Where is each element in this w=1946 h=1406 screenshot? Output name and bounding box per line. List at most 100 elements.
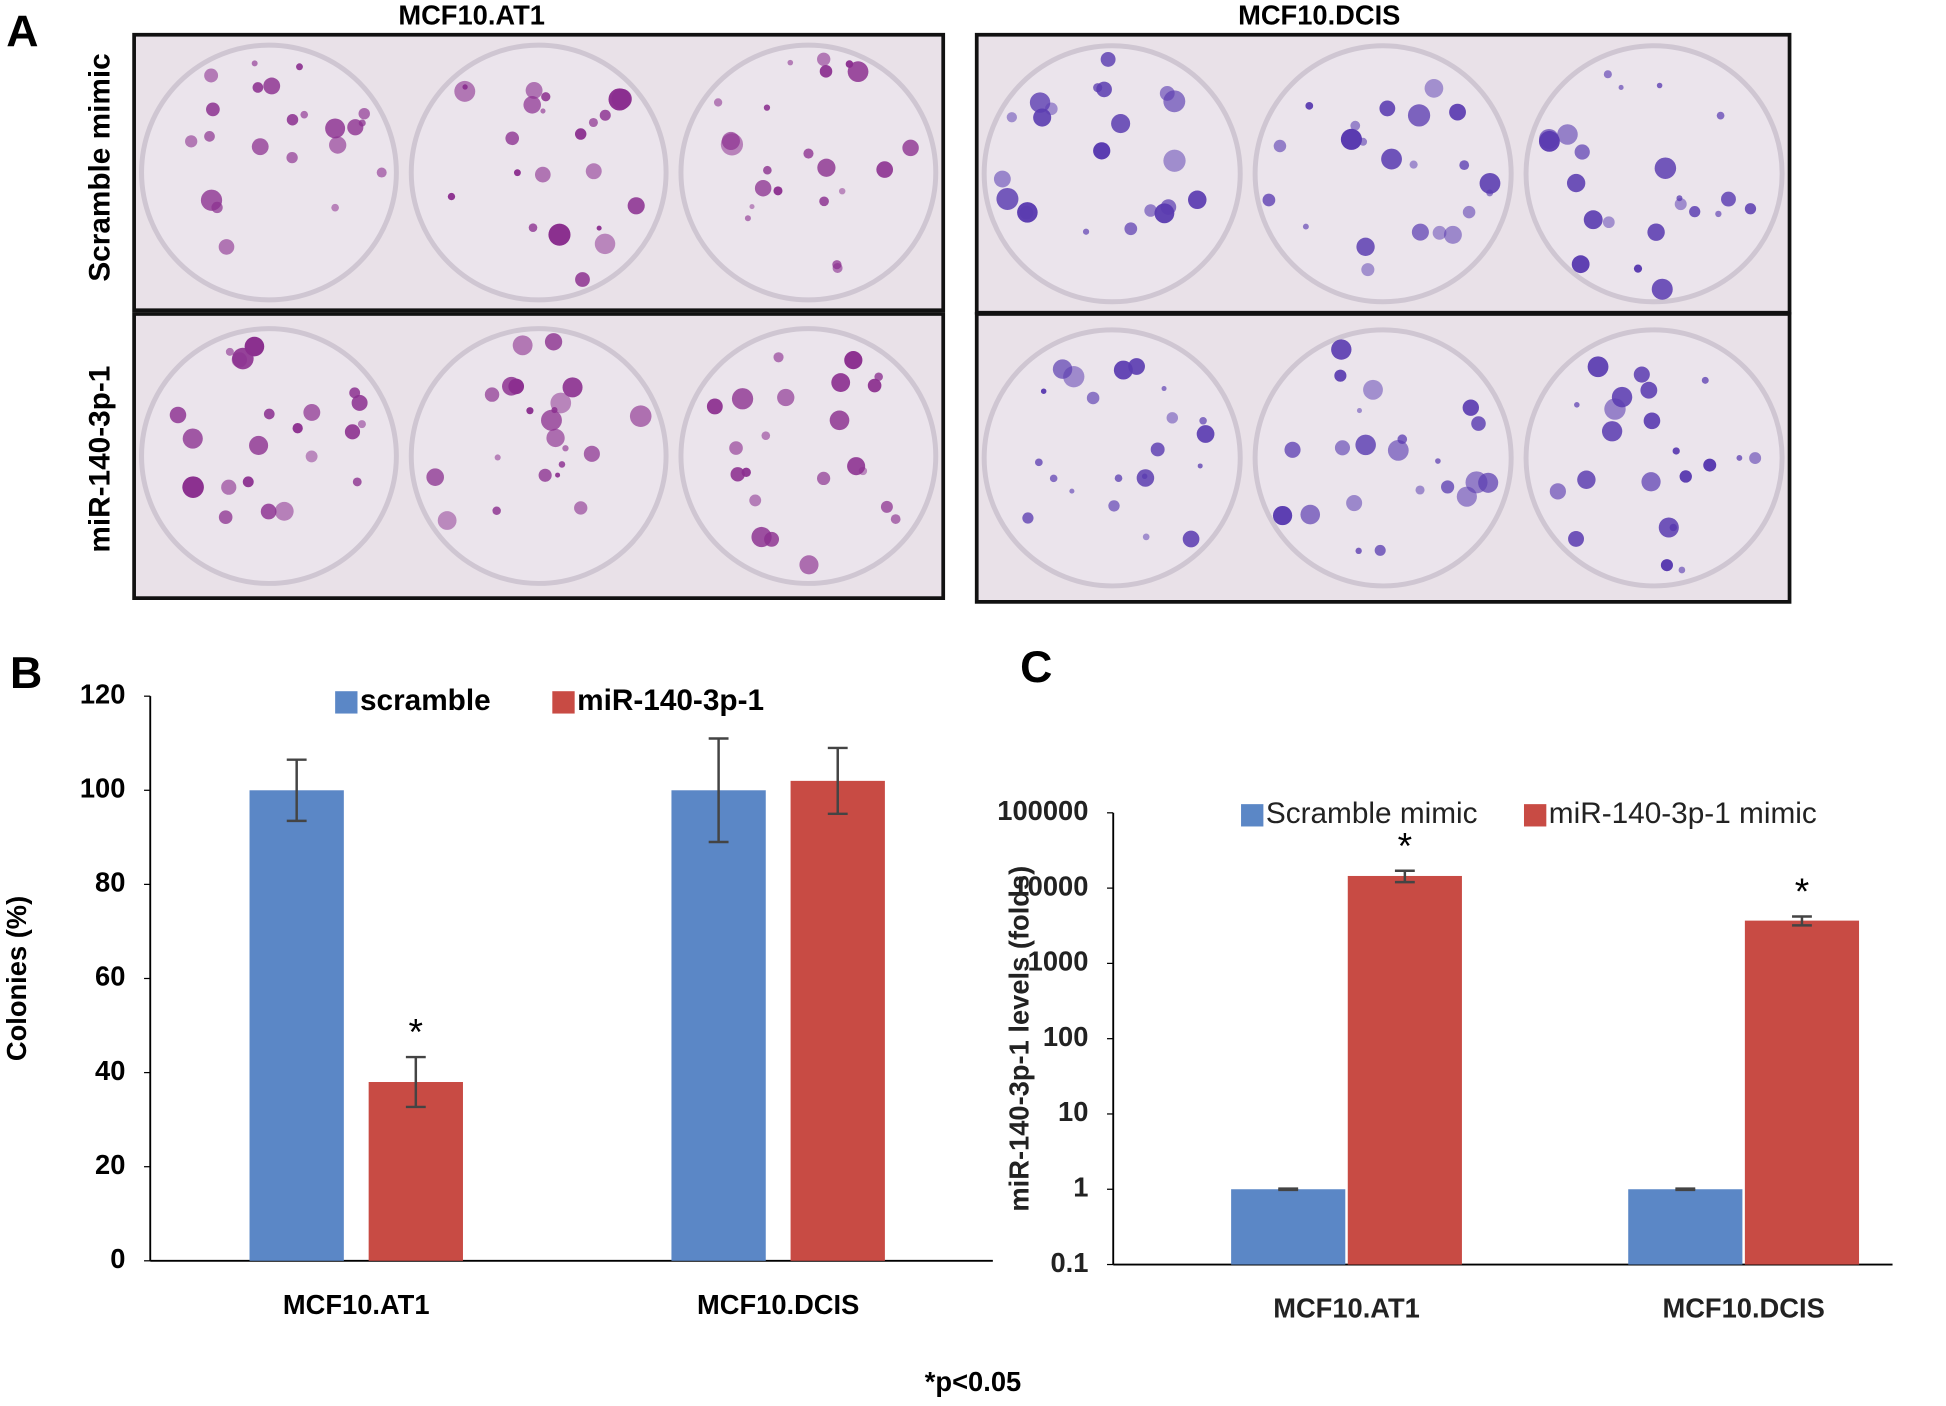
error-bar (1394, 869, 1415, 884)
colony (1409, 160, 1418, 169)
row-label: Scramble mimic (84, 53, 117, 281)
colony (720, 133, 744, 156)
y-tick-label: 1000 (1028, 946, 1089, 977)
colony (1679, 470, 1692, 483)
colony (845, 60, 854, 68)
colony (773, 186, 783, 196)
colony (513, 169, 521, 177)
colony (540, 409, 562, 431)
colony (1262, 193, 1276, 207)
colony (876, 161, 894, 178)
colony (508, 378, 525, 395)
well (1523, 327, 1785, 589)
colony (902, 139, 919, 157)
colony (1397, 434, 1408, 445)
colony (492, 506, 501, 515)
colony (1618, 84, 1624, 90)
colony (1658, 517, 1679, 538)
colony (629, 405, 652, 427)
colony (1462, 205, 1476, 219)
colony (426, 468, 444, 486)
colony (1577, 470, 1596, 489)
colony (867, 378, 882, 393)
colony (575, 272, 590, 287)
colony (1113, 360, 1133, 380)
colony (730, 467, 745, 482)
colony (303, 404, 321, 421)
colony (1633, 366, 1650, 383)
colony (1441, 480, 1455, 494)
colony (799, 555, 819, 575)
y-tick-label: 1 (1073, 1171, 1088, 1202)
colony (1647, 223, 1665, 241)
colony (816, 471, 831, 486)
colony (263, 77, 281, 95)
colony (1022, 512, 1034, 524)
colony (562, 377, 583, 398)
colony (1611, 386, 1633, 408)
colony (847, 61, 869, 83)
colony (1716, 111, 1725, 120)
colony (1182, 530, 1200, 548)
colony (1387, 439, 1409, 461)
colony (1462, 399, 1479, 416)
colony (1415, 485, 1425, 495)
colony (608, 88, 631, 111)
colony (352, 477, 362, 487)
colony (1736, 455, 1743, 461)
y-tick-label: 40 (95, 1055, 125, 1086)
colony (1674, 198, 1687, 211)
colony (484, 387, 500, 402)
colony (763, 104, 771, 111)
colony (286, 151, 298, 164)
error-bar (1792, 915, 1812, 927)
colony (562, 445, 569, 452)
colony (538, 468, 552, 482)
colony (1651, 278, 1673, 300)
legend-swatch (1523, 804, 1547, 827)
colony (751, 526, 772, 548)
colony (1459, 160, 1470, 171)
colony (1678, 566, 1686, 574)
colony (260, 503, 277, 520)
colony (305, 450, 318, 463)
colony (838, 187, 846, 195)
colony (1654, 157, 1677, 179)
footnote: *p<0.05 (925, 1366, 1021, 1397)
colony (1456, 486, 1477, 507)
y-tick-label: 120 (80, 678, 126, 709)
colony (252, 82, 264, 93)
well (139, 42, 399, 303)
colony (204, 131, 215, 142)
colony (1443, 225, 1462, 244)
colony (331, 203, 339, 212)
colony (555, 472, 561, 478)
colony (274, 501, 294, 521)
colony (731, 388, 754, 410)
colony (1583, 210, 1603, 230)
colony (1571, 255, 1590, 274)
bar (1628, 1189, 1743, 1265)
colony (1273, 139, 1287, 153)
colony (169, 406, 187, 424)
bar (249, 790, 344, 1261)
colony (1643, 412, 1661, 430)
y-tick-label: 10000 (1013, 870, 1089, 901)
annotation: * (1795, 870, 1809, 912)
colony (1355, 547, 1362, 555)
colony (763, 165, 772, 175)
colony (357, 420, 366, 429)
colony (523, 96, 542, 114)
colony (1479, 172, 1501, 194)
colony (558, 461, 566, 468)
colony (1141, 473, 1148, 480)
y-tick-label: 80 (95, 867, 125, 898)
colony (1703, 458, 1717, 472)
colony (1086, 391, 1100, 405)
colony (744, 215, 751, 222)
colony (1163, 90, 1186, 113)
colony (185, 135, 198, 148)
colony (1305, 101, 1314, 110)
colony (541, 92, 551, 102)
colony (1052, 359, 1073, 379)
